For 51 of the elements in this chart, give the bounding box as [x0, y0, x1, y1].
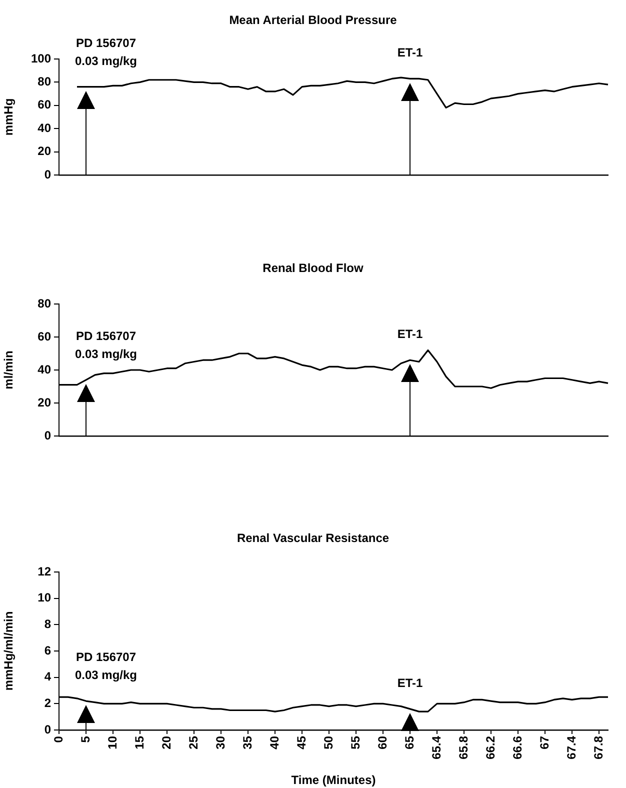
- x-tick-label: 0: [51, 736, 66, 743]
- y-tick-label: 60: [38, 329, 52, 344]
- chart-title: Renal Vascular Resistance: [236, 530, 390, 546]
- y-tick-label: 20: [38, 395, 52, 410]
- y-axis-title: ml/min: [2, 350, 16, 390]
- y-tick-label: 80: [38, 296, 52, 310]
- y-tick-label: 40: [38, 120, 52, 135]
- x-tick-label: 60: [375, 736, 390, 750]
- x-tick-label: 55: [348, 736, 362, 750]
- x-tick-label: 5: [78, 736, 92, 743]
- y-axis-title: mmHg: [2, 98, 16, 136]
- annotation: ET-1: [397, 46, 423, 60]
- x-tick-label: 40: [267, 736, 282, 750]
- x-tick-label: 25: [186, 736, 200, 750]
- x-tick-label: 45: [294, 736, 308, 750]
- y-axis-title: mmHg/ml/min: [2, 611, 16, 691]
- x-tick-label: 65.4: [429, 736, 444, 760]
- x-axis-title: Time (Minutes): [291, 773, 376, 788]
- y-tick-label: 80: [38, 74, 52, 89]
- x-tick-label: 67: [537, 736, 552, 750]
- x-tick-label: 20: [159, 736, 174, 750]
- y-tick-label: 100: [30, 51, 52, 66]
- x-tick-label: 65.8: [456, 736, 470, 760]
- x-tick-label: 50: [321, 736, 336, 750]
- x-tick-label: 67.8: [591, 736, 606, 760]
- annotation: PD 156707 0.03 mg/kg: [74, 36, 138, 68]
- chart-title: Mean Arterial Blood Pressure: [228, 12, 398, 28]
- chart-title: Renal Blood Flow: [262, 260, 364, 276]
- annotation: ET-1: [397, 676, 423, 690]
- y-tick-label: 6: [44, 643, 52, 658]
- y-tick-label: 12: [38, 564, 52, 578]
- annotation: PD 156707 0.03 mg/kg: [74, 328, 138, 361]
- y-tick-label: 40: [38, 362, 52, 376]
- y-tick-label: 4: [44, 670, 52, 684]
- y-tick-label: 20: [38, 144, 52, 158]
- y-tick-label: 10: [38, 590, 52, 605]
- x-tick-label: 67.4: [564, 736, 578, 760]
- y-tick-label: 8: [44, 616, 52, 631]
- x-tick-label: 10: [105, 736, 120, 750]
- annotation: PD 156707 0.03 mg/kg: [74, 650, 138, 682]
- x-tick-label: 65: [402, 736, 416, 750]
- x-tick-label: 35: [240, 736, 254, 750]
- y-tick-label: 2: [44, 696, 52, 710]
- y-tick-label: 0: [44, 428, 52, 442]
- annotation: ET-1: [397, 327, 423, 342]
- x-tick-label: 15: [132, 736, 146, 750]
- y-tick-label: 0: [44, 167, 52, 182]
- x-tick-label: 66.6: [510, 736, 524, 760]
- x-tick-label: 30: [213, 736, 228, 750]
- y-tick-label: 60: [38, 98, 52, 112]
- x-tick-label: 66.2: [483, 736, 498, 760]
